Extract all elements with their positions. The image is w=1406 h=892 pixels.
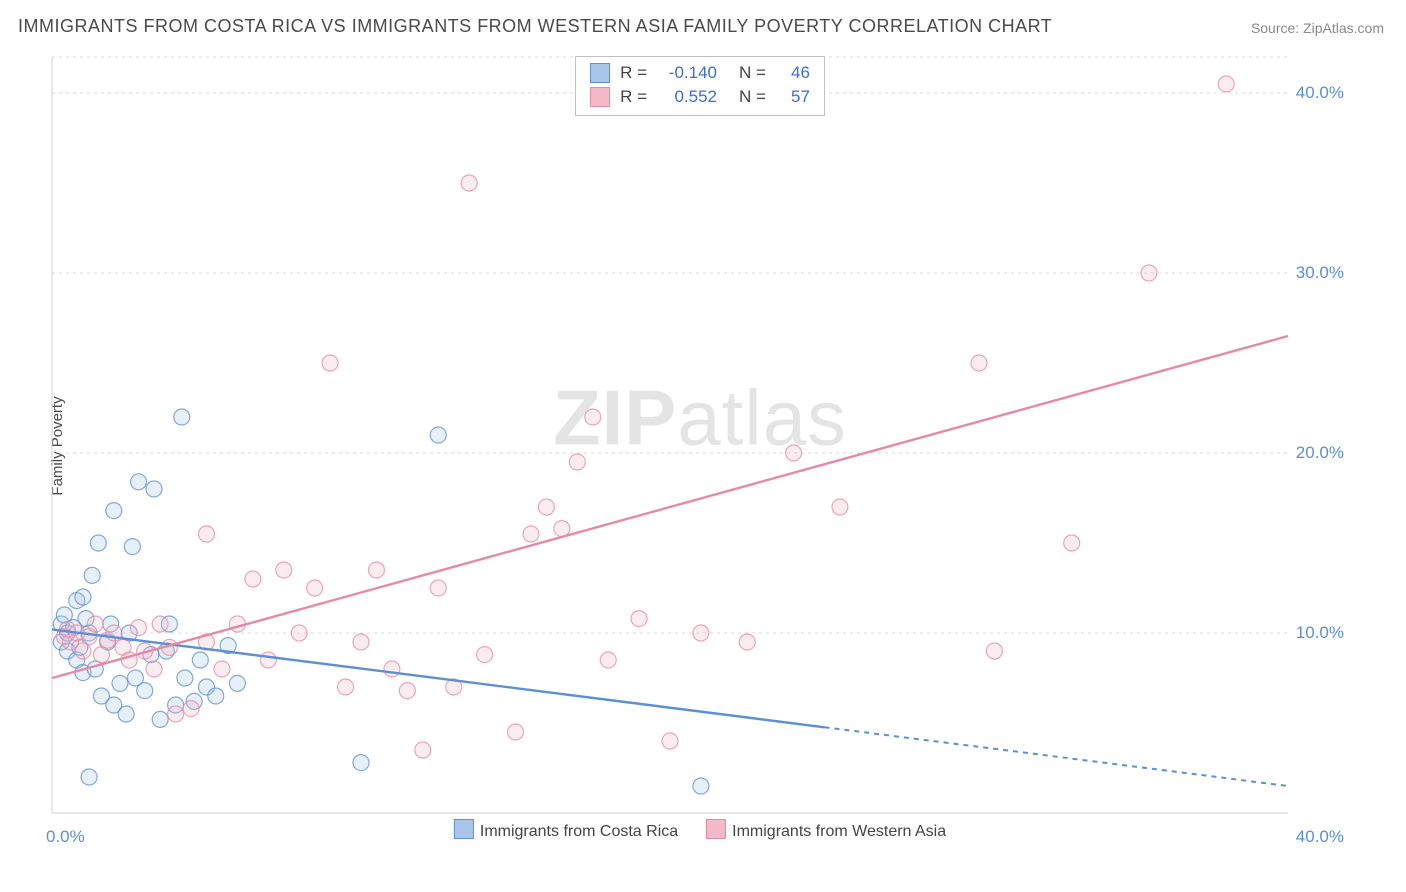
chart-title: IMMIGRANTS FROM COSTA RICA VS IMMIGRANTS… xyxy=(18,16,1052,37)
y-tick: 40.0% xyxy=(1296,83,1344,103)
stat-legend-box: R = -0.140 N = 46 R = 0.552 N = 57 xyxy=(575,56,825,116)
legend-label: Immigrants from Western Asia xyxy=(732,823,946,840)
x-tick-max: 40.0% xyxy=(1296,827,1344,847)
stat-r-label: R = xyxy=(620,61,647,85)
stat-r-label: R = xyxy=(620,85,647,109)
stat-n-value: 57 xyxy=(776,85,810,109)
y-tick: 30.0% xyxy=(1296,263,1344,283)
y-tick: 20.0% xyxy=(1296,443,1344,463)
stat-n-label: N = xyxy=(739,85,766,109)
stat-n-value: 46 xyxy=(776,61,810,85)
legend-item: Immigrants from Western Asia xyxy=(706,819,946,841)
legend-bottom: Immigrants from Costa Rica Immigrants fro… xyxy=(454,819,946,841)
chart-svg xyxy=(50,55,1350,845)
source-label: Source: ZipAtlas.com xyxy=(1251,20,1384,36)
swatch-icon xyxy=(590,87,610,107)
swatch-icon xyxy=(454,819,474,839)
legend-label: Immigrants from Costa Rica xyxy=(480,823,678,840)
legend-item: Immigrants from Costa Rica xyxy=(454,819,678,841)
plot-area: ZIPatlas R =-0.140N =46R =0.552N =57 10.… xyxy=(50,55,1350,845)
stat-r-value: -0.140 xyxy=(657,61,717,85)
swatch-icon xyxy=(590,63,610,83)
y-tick: 10.0% xyxy=(1296,623,1344,643)
stat-row: R = -0.140 N = 46 xyxy=(590,61,810,85)
swatch-icon xyxy=(706,819,726,839)
stat-n-label: N = xyxy=(739,61,766,85)
x-tick-min: 0.0% xyxy=(46,827,85,847)
stat-r-value: 0.552 xyxy=(657,85,717,109)
stat-row: R = 0.552 N = 57 xyxy=(590,85,810,109)
